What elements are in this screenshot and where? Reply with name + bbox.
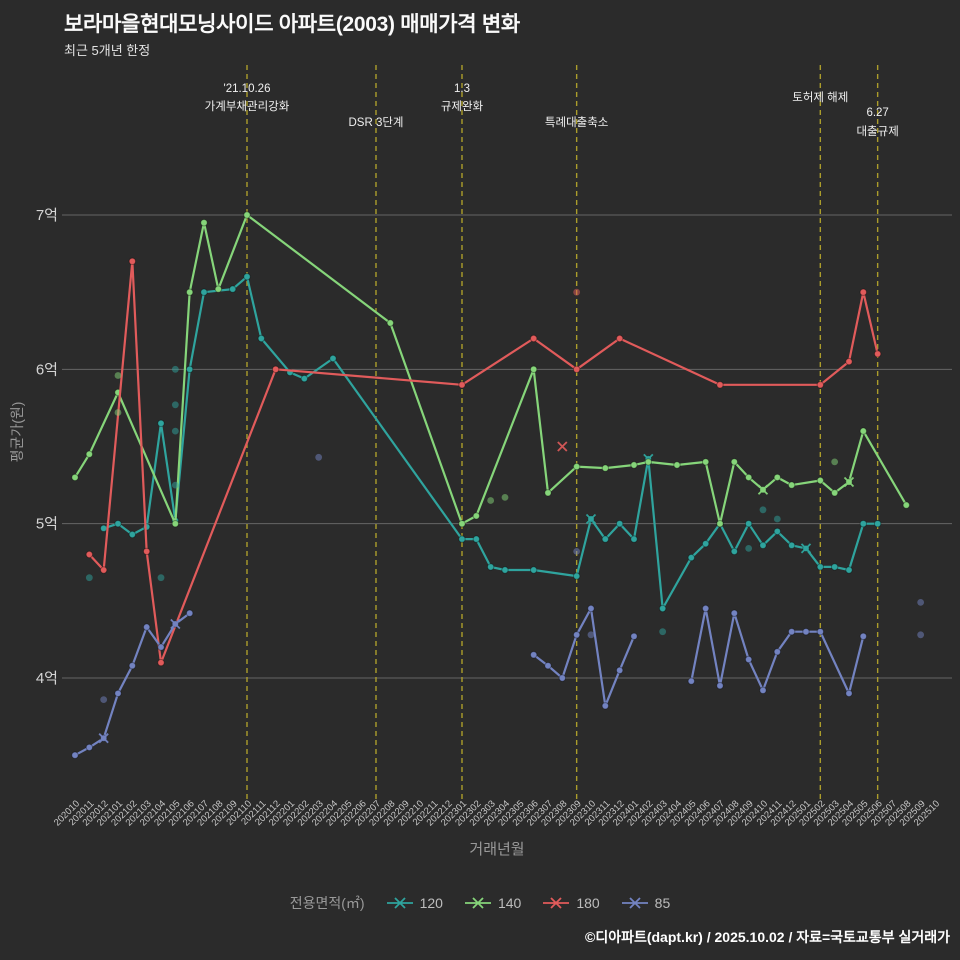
y-tick-label: 6억 xyxy=(36,361,58,378)
x-marker xyxy=(800,543,812,554)
annotation-label: 토허제 해제 xyxy=(792,91,848,104)
x-marker xyxy=(585,513,597,525)
legend-marker-icon xyxy=(621,897,648,909)
annotation-label: 대출규제 xyxy=(856,125,898,138)
x-marker xyxy=(170,618,181,630)
series-180 xyxy=(85,257,882,667)
y-gridlines: 4억 5억 6억 7억 xyxy=(36,207,952,687)
legend-marker-icon xyxy=(464,897,491,909)
scatter-points xyxy=(85,288,925,703)
legend-label: 120 xyxy=(419,895,443,911)
legend-label: 140 xyxy=(497,895,522,911)
chart-subtitle: 최근 5개년 한정 xyxy=(64,43,151,58)
annotation-lines xyxy=(246,65,879,800)
legend-label: 85 xyxy=(654,895,671,911)
annotation-label: 6.27 xyxy=(866,107,888,119)
legend-title: 전용면적(㎡) xyxy=(289,895,365,911)
x-axis-title: 거래년월 xyxy=(469,841,524,858)
x-marker xyxy=(843,476,855,488)
y-axis-title: 평균가(원) xyxy=(9,402,25,463)
legend: 전용면적(㎡) 120 140 180 85 xyxy=(0,893,960,913)
legend-marker-icon xyxy=(543,897,570,909)
legend-label: 180 xyxy=(576,895,600,911)
annotation-label: 규제완화 xyxy=(441,100,484,113)
x-marker xyxy=(757,484,769,495)
annotation-label: 가계부채관리강화 xyxy=(205,100,290,113)
price-line-chart: 4억 5억 6억 7억 '21.10.26 가계부채관리강화 DSR 3단계 1.3 규제완화특… xyxy=(9,65,952,858)
legend-item-85: 85 xyxy=(621,895,671,911)
annotation-label: '21.10.26 xyxy=(224,83,271,95)
y-tick-label: 7억 xyxy=(36,207,58,224)
x-marker xyxy=(98,733,109,744)
annotation-label: DSR 3단계 xyxy=(348,116,403,129)
x-tick-labels: 2020102020112020122021012021022021032021… xyxy=(52,798,942,828)
chart-title: 보라마을현대모닝사이드 아파트(2003) 매매가격 변화 xyxy=(64,13,520,36)
y-tick-label: 5억 xyxy=(36,516,58,533)
series-140 xyxy=(71,211,911,528)
series-85 xyxy=(71,604,868,759)
legend-items: 120 140 180 85 xyxy=(386,895,671,911)
y-tick-label: 4억 xyxy=(36,670,58,687)
legend-marker-icon xyxy=(386,897,413,909)
annotation-label: 1.3 xyxy=(454,83,470,95)
series-120 xyxy=(99,273,882,613)
annotation-label: 특례대출축소 xyxy=(545,116,608,129)
legend-item-120: 120 xyxy=(386,895,443,911)
legend-item-140: 140 xyxy=(464,895,522,911)
footer-credit: ©디아파트(dapt.kr) / 2025.10.02 / 자료=국토교통부 실… xyxy=(585,929,950,945)
legend-item-180: 180 xyxy=(543,895,600,911)
